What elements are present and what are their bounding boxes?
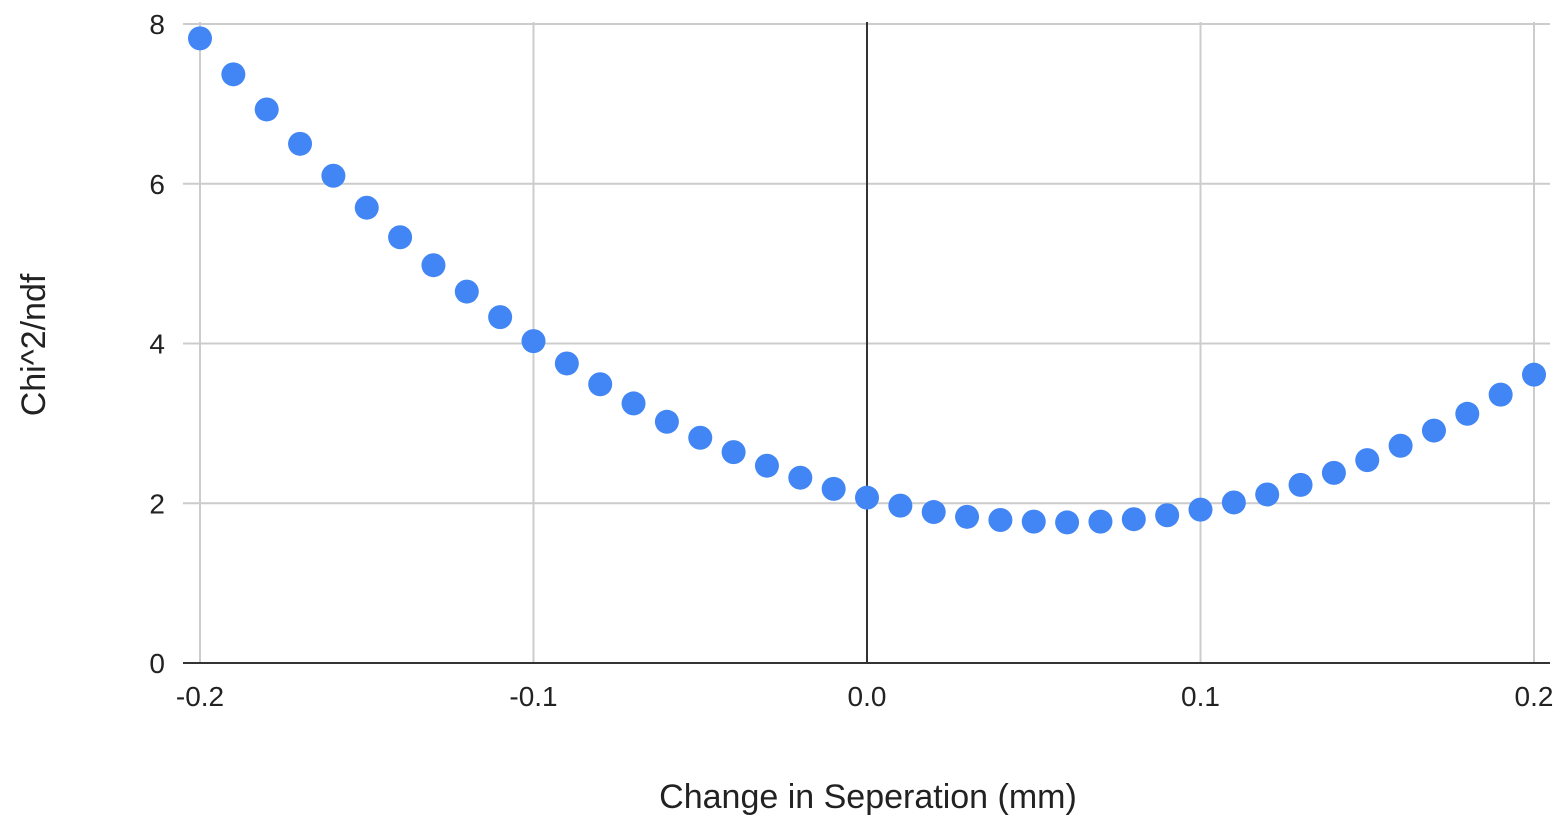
- data-point: [221, 62, 246, 87]
- x-tick-label: -0.1: [509, 681, 557, 712]
- data-point: [654, 409, 679, 434]
- data-point: [554, 351, 579, 376]
- x-tick-label: 0.1: [1181, 681, 1220, 712]
- data-point: [488, 305, 513, 330]
- data-point: [621, 391, 646, 416]
- data-point: [454, 279, 479, 304]
- data-point: [1055, 510, 1080, 535]
- y-tick-label: 6: [149, 169, 165, 200]
- data-point: [1155, 503, 1180, 528]
- data-point: [688, 425, 713, 450]
- data-point: [1121, 507, 1146, 532]
- data-point: [421, 253, 446, 278]
- data-point: [955, 504, 980, 529]
- data-point: [1455, 401, 1480, 426]
- data-point: [1421, 418, 1446, 443]
- data-point: [1188, 497, 1213, 522]
- y-tick-label: 8: [149, 9, 165, 40]
- data-point: [1221, 490, 1246, 515]
- axis-layer: 0 2 4 6 8 -0.2 -0.1 0.0 0.1 0.2: [149, 9, 1553, 712]
- y-tick-label: 2: [149, 488, 165, 519]
- x-tick-label: -0.2: [176, 681, 224, 712]
- data-point: [754, 453, 779, 478]
- grid-layer: [183, 22, 1550, 663]
- data-point: [254, 97, 279, 122]
- data-points: [188, 26, 1546, 535]
- data-point: [855, 485, 879, 510]
- data-point: [1522, 362, 1546, 387]
- y-tick-label: 0: [149, 648, 165, 679]
- data-point: [888, 493, 913, 518]
- data-point: [521, 329, 546, 354]
- data-point: [988, 508, 1013, 533]
- data-point: [588, 372, 613, 397]
- data-point: [1388, 433, 1413, 458]
- y-axis-title: Chi^2/ndf: [15, 273, 53, 416]
- y-tick-label: 4: [149, 329, 165, 360]
- data-point: [354, 195, 379, 220]
- data-point: [288, 131, 313, 156]
- data-point: [321, 163, 346, 188]
- data-point: [1088, 509, 1113, 534]
- data-point: [1288, 472, 1313, 497]
- data-point: [921, 500, 946, 525]
- data-point: [1255, 482, 1280, 507]
- data-point: [1321, 460, 1346, 485]
- x-tick-label: 0.0: [848, 681, 887, 712]
- data-point: [721, 440, 746, 465]
- data-point: [1355, 448, 1380, 473]
- data-point: [821, 476, 846, 501]
- data-point: [1488, 382, 1513, 407]
- x-tick-label: 0.2: [1515, 681, 1554, 712]
- data-point: [188, 26, 212, 51]
- data-point: [388, 225, 413, 250]
- x-axis-title: Change in Seperation (mm): [659, 778, 1077, 816]
- data-point: [1021, 509, 1046, 534]
- data-point: [788, 465, 813, 490]
